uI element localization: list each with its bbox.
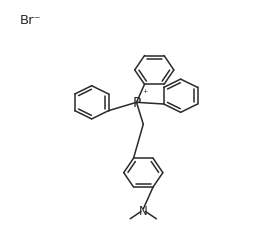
Text: N: N — [139, 204, 148, 217]
Text: Br⁻: Br⁻ — [20, 14, 41, 27]
Text: ⁺: ⁺ — [143, 89, 148, 99]
Text: P: P — [132, 96, 141, 110]
